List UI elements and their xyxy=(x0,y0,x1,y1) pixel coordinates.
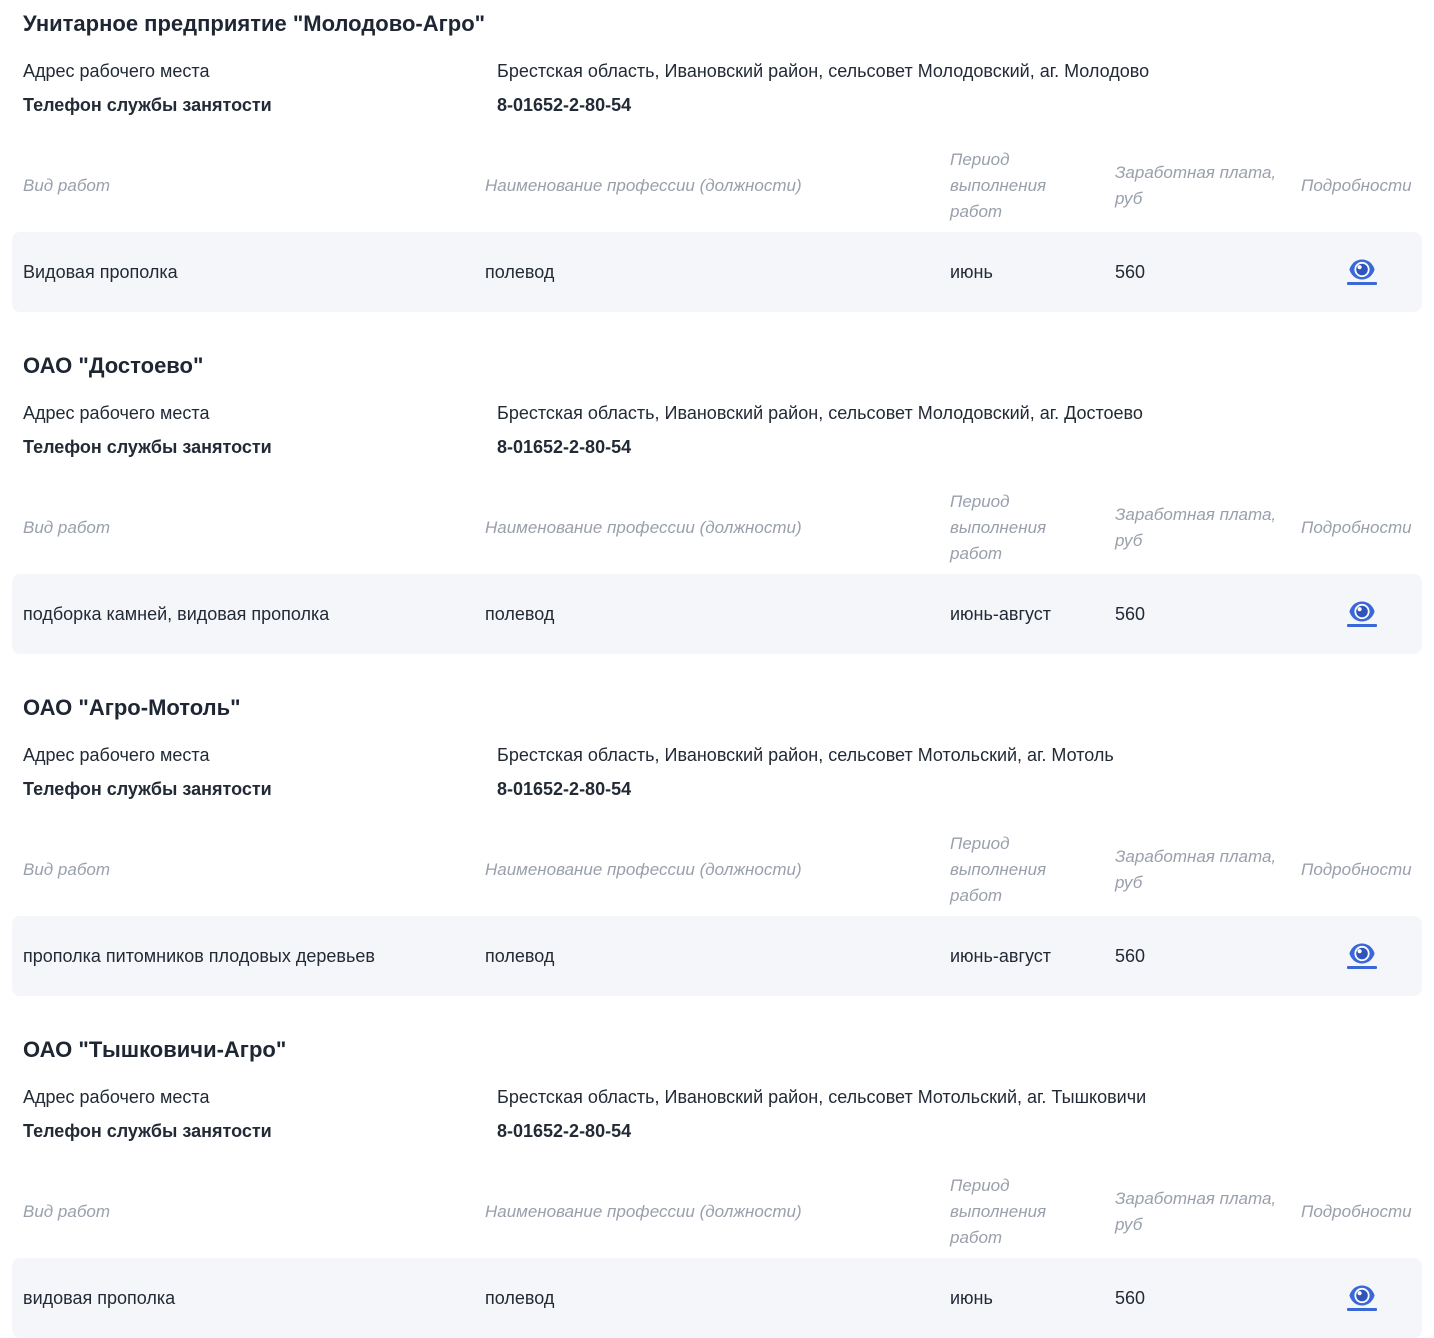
company-name: ОАО "Тышковичи-Агро" xyxy=(23,1037,287,1062)
eye-icon xyxy=(1348,601,1375,622)
table-header: Вид работ Наименование профессии (должно… xyxy=(0,1172,1434,1252)
cell-salary: 560 xyxy=(1115,946,1146,966)
phone-row: Телефон службы занятости 8-01652-2-80-54 xyxy=(0,95,1434,116)
address-row: Адрес рабочего места Брестская область, … xyxy=(0,745,1434,766)
column-header-work-type: Вид работ xyxy=(23,176,111,195)
table-row: подборка камней, видовая прополка полево… xyxy=(12,574,1422,654)
cell-details xyxy=(1301,1285,1422,1311)
phone-label: Телефон службы занятости xyxy=(23,95,272,115)
phone-row: Телефон службы занятости 8-01652-2-80-54 xyxy=(0,1121,1434,1142)
phone-value: 8-01652-2-80-54 xyxy=(497,1121,632,1141)
address-value: Брестская область, Ивановский район, сел… xyxy=(497,403,1143,423)
cell-work-type: подборка камней, видовая прополка xyxy=(23,604,330,624)
column-header-salary: Заработная плата, руб xyxy=(1115,163,1277,208)
eye-underline xyxy=(1346,966,1377,969)
column-header-work-type: Вид работ xyxy=(23,860,111,879)
table-header: Вид работ Наименование профессии (должно… xyxy=(0,830,1434,910)
phone-value: 8-01652-2-80-54 xyxy=(497,779,632,799)
table-row: Видовая прополка полевод июнь 560 xyxy=(12,232,1422,312)
column-header-profession: Наименование профессии (должности) xyxy=(485,860,802,879)
eye-icon xyxy=(1348,943,1375,964)
column-header-profession: Наименование профессии (должности) xyxy=(485,176,802,195)
cell-profession: полевод xyxy=(485,946,555,966)
phone-label: Телефон службы занятости xyxy=(23,1121,272,1141)
cell-salary: 560 xyxy=(1115,262,1146,282)
column-header-details: Подробности xyxy=(1301,860,1412,879)
eye-icon xyxy=(1348,259,1375,280)
company-section: ОАО "Достоево" Адрес рабочего места Брес… xyxy=(0,352,1434,654)
column-header-work-type: Вид работ xyxy=(23,518,111,537)
cell-profession: полевод xyxy=(485,1288,555,1308)
eye-icon xyxy=(1348,1285,1375,1306)
table-header: Вид работ Наименование профессии (должно… xyxy=(0,488,1434,568)
company-name: ОАО "Агро-Мотоль" xyxy=(23,695,241,720)
address-label: Адрес рабочего места xyxy=(23,61,210,81)
company-name: ОАО "Достоево" xyxy=(23,353,204,378)
column-header-details: Подробности xyxy=(1301,176,1412,195)
column-header-period: Период выполнения работ xyxy=(950,834,1047,905)
cell-work-type: Видовая прополка xyxy=(23,262,178,282)
phone-label: Телефон службы занятости xyxy=(23,779,272,799)
address-label: Адрес рабочего места xyxy=(23,403,210,423)
address-row: Адрес рабочего места Брестская область, … xyxy=(0,61,1434,82)
address-row: Адрес рабочего места Брестская область, … xyxy=(0,403,1434,424)
cell-salary: 560 xyxy=(1115,604,1146,624)
company-section: ОАО "Тышковичи-Агро" Адрес рабочего мест… xyxy=(0,1036,1434,1338)
column-header-period: Период выполнения работ xyxy=(950,492,1047,563)
address-value: Брестская область, Ивановский район, сел… xyxy=(497,745,1114,765)
details-link[interactable] xyxy=(1346,943,1377,969)
column-header-work-type: Вид работ xyxy=(23,1202,111,1221)
cell-period: июнь xyxy=(950,1288,993,1308)
company-section: Унитарное предприятие "Молодово-Агро" Ад… xyxy=(0,10,1434,312)
column-header-period: Период выполнения работ xyxy=(950,150,1047,221)
details-link[interactable] xyxy=(1346,601,1377,627)
cell-period: июнь-август xyxy=(950,946,1052,966)
phone-value: 8-01652-2-80-54 xyxy=(497,437,632,457)
phone-row: Телефон службы занятости 8-01652-2-80-54 xyxy=(0,437,1434,458)
column-header-profession: Наименование профессии (должности) xyxy=(485,518,802,537)
cell-work-type: прополка питомников плодовых деревьев xyxy=(23,946,375,966)
table-header: Вид работ Наименование профессии (должно… xyxy=(0,146,1434,226)
cell-salary: 560 xyxy=(1115,1288,1146,1308)
column-header-details: Подробности xyxy=(1301,518,1412,537)
address-label: Адрес рабочего места xyxy=(23,1087,210,1107)
column-header-salary: Заработная плата, руб xyxy=(1115,505,1277,550)
cell-profession: полевод xyxy=(485,604,555,624)
column-header-period: Период выполнения работ xyxy=(950,1176,1047,1247)
phone-row: Телефон службы занятости 8-01652-2-80-54 xyxy=(0,779,1434,800)
cell-details xyxy=(1301,259,1422,285)
address-value: Брестская область, Ивановский район, сел… xyxy=(497,1087,1147,1107)
address-value: Брестская область, Ивановский район, сел… xyxy=(497,61,1150,81)
company-section: ОАО "Агро-Мотоль" Адрес рабочего места Б… xyxy=(0,694,1434,996)
cell-period: июнь-август xyxy=(950,604,1052,624)
column-header-profession: Наименование профессии (должности) xyxy=(485,1202,802,1221)
phone-label: Телефон службы занятости xyxy=(23,437,272,457)
eye-underline xyxy=(1346,624,1377,627)
cell-profession: полевод xyxy=(485,262,555,282)
column-header-details: Подробности xyxy=(1301,1202,1412,1221)
eye-underline xyxy=(1346,1308,1377,1311)
details-link[interactable] xyxy=(1346,259,1377,285)
cell-period: июнь xyxy=(950,262,993,282)
cell-details xyxy=(1301,943,1422,969)
address-row: Адрес рабочего места Брестская область, … xyxy=(0,1087,1434,1108)
column-header-salary: Заработная плата, руб xyxy=(1115,847,1277,892)
address-label: Адрес рабочего места xyxy=(23,745,210,765)
details-link[interactable] xyxy=(1346,1285,1377,1311)
phone-value: 8-01652-2-80-54 xyxy=(497,95,632,115)
eye-underline xyxy=(1346,282,1377,285)
table-row: видовая прополка полевод июнь 560 xyxy=(12,1258,1422,1338)
cell-details xyxy=(1301,601,1422,627)
table-row: прополка питомников плодовых деревьев по… xyxy=(12,916,1422,996)
cell-work-type: видовая прополка xyxy=(23,1288,176,1308)
column-header-salary: Заработная плата, руб xyxy=(1115,1189,1277,1234)
company-name: Унитарное предприятие "Молодово-Агро" xyxy=(23,11,486,36)
